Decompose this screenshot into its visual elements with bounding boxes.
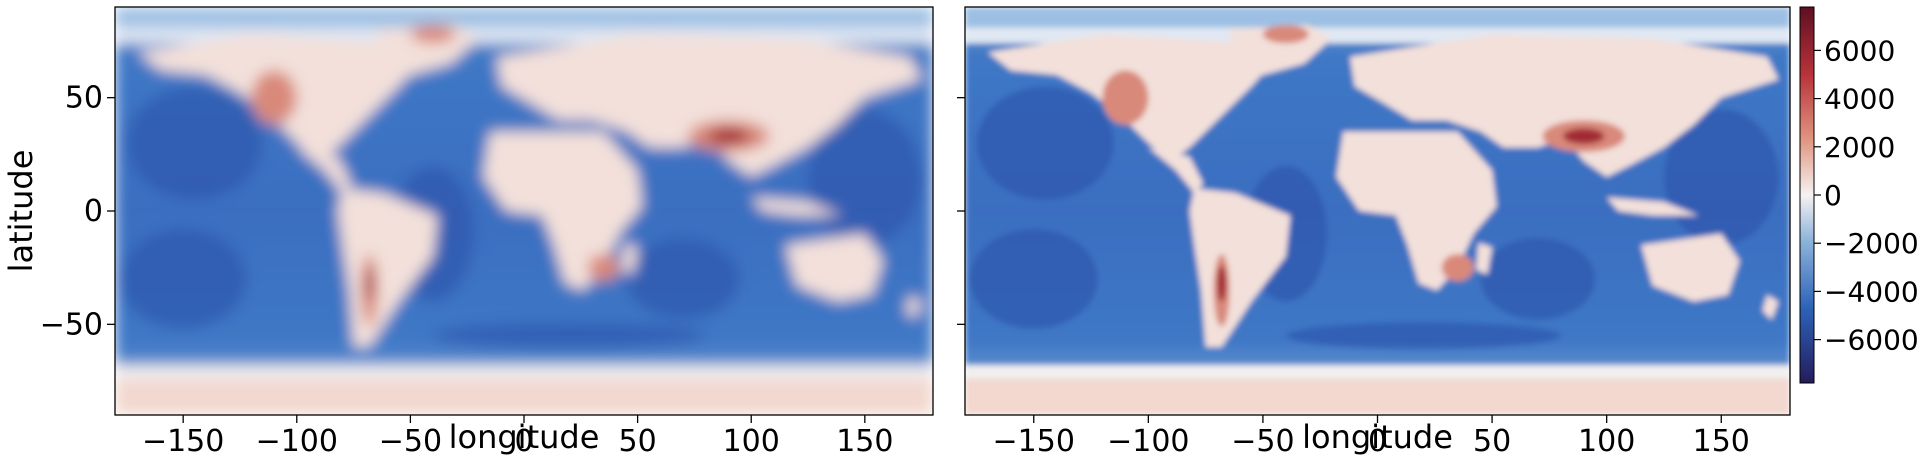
- x-tick-label: −100: [1107, 424, 1189, 459]
- y-tick-label: 0: [84, 194, 103, 229]
- x-tick-label: −50: [379, 424, 442, 459]
- x-tick-label: 150: [836, 424, 893, 459]
- x-tick-label: 100: [723, 424, 780, 459]
- colorbar-tick-label: 2000: [1824, 131, 1895, 164]
- x-tick-label: −150: [142, 424, 224, 459]
- colorbar-tick-label: −4000: [1824, 275, 1919, 308]
- left-map-panel: [114, 6, 934, 416]
- x-tick-label: 0: [1368, 424, 1387, 459]
- y-tick-label: 50: [65, 81, 103, 116]
- colorbar-tick-label: −6000: [1824, 324, 1919, 357]
- y-axis-label: latitude: [2, 150, 40, 273]
- colorbar: [1799, 6, 1815, 384]
- x-tick-label: 0: [514, 424, 533, 459]
- x-axis-label: longitude: [449, 418, 600, 456]
- colorbar-tick-label: 4000: [1824, 83, 1895, 116]
- x-axis-label: longitude: [1302, 418, 1453, 456]
- y-tick-label: −50: [40, 307, 103, 342]
- x-tick-label: 100: [1578, 424, 1635, 459]
- right-map-panel: [964, 6, 1791, 416]
- x-tick-label: −100: [256, 424, 338, 459]
- colorbar-tick-label: 6000: [1824, 34, 1895, 67]
- colorbar-tick-label: 0: [1824, 179, 1842, 212]
- x-tick-label: −150: [993, 424, 1075, 459]
- x-tick-label: −50: [1231, 424, 1294, 459]
- x-tick-label: 150: [1693, 424, 1750, 459]
- x-tick-label: 50: [619, 424, 657, 459]
- x-tick-label: 50: [1473, 424, 1511, 459]
- colorbar-tick-label: −2000: [1824, 227, 1919, 260]
